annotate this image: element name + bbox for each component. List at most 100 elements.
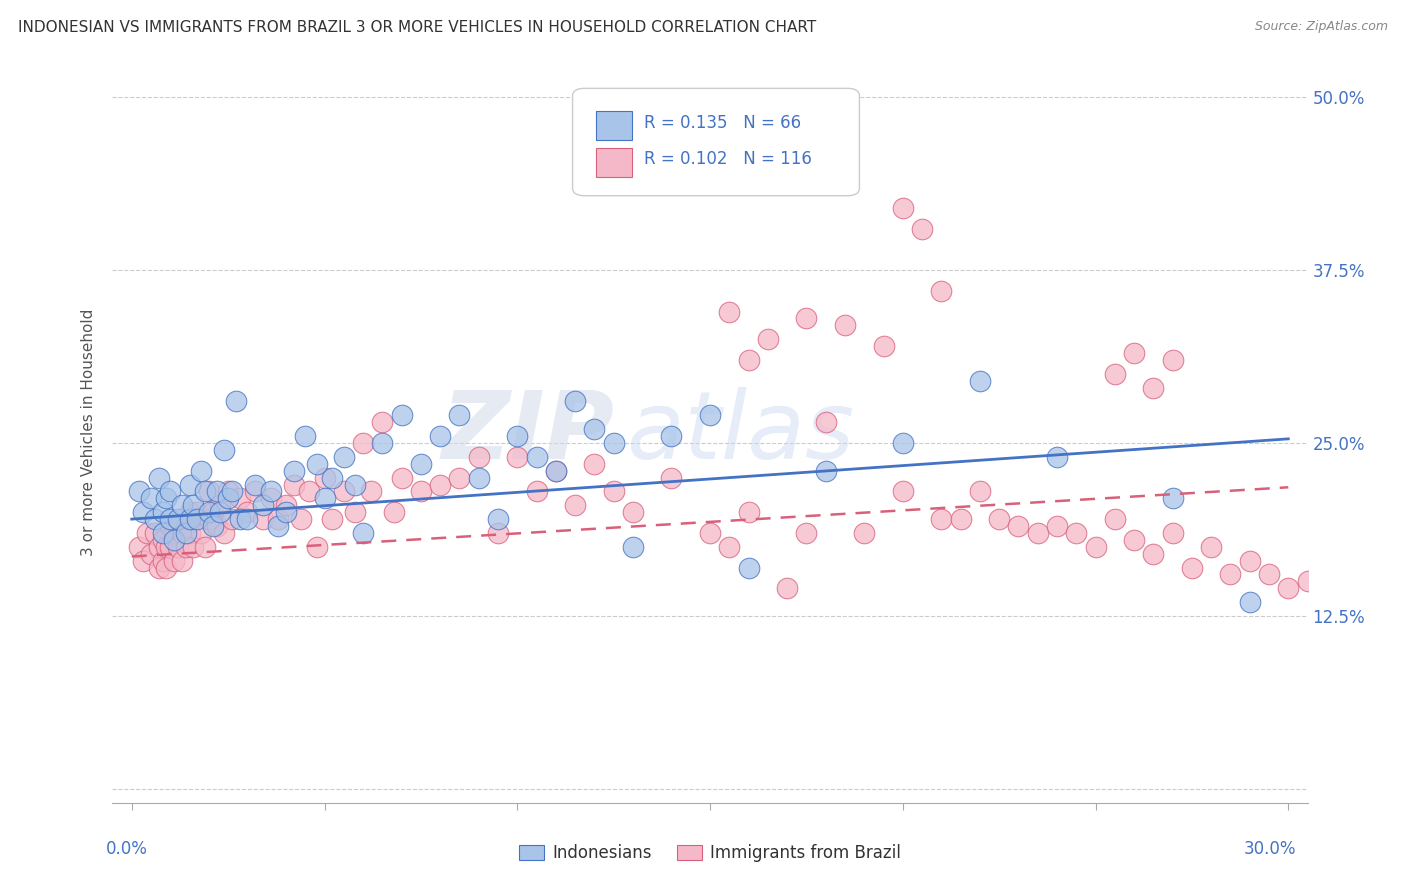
Point bbox=[228, 512, 250, 526]
Point bbox=[283, 464, 305, 478]
Point bbox=[834, 318, 856, 333]
Point bbox=[1123, 533, 1146, 547]
Point bbox=[796, 525, 818, 540]
Point bbox=[988, 512, 1011, 526]
Point bbox=[155, 540, 177, 554]
Point bbox=[911, 221, 934, 235]
Point bbox=[205, 519, 228, 533]
Point bbox=[252, 512, 274, 526]
Point bbox=[321, 512, 343, 526]
Point bbox=[201, 519, 224, 533]
Point bbox=[429, 429, 451, 443]
Point bbox=[391, 409, 413, 423]
Point bbox=[159, 519, 181, 533]
Point bbox=[274, 498, 297, 512]
Point bbox=[1084, 540, 1107, 554]
Point bbox=[221, 484, 243, 499]
Point bbox=[1046, 519, 1069, 533]
Point bbox=[179, 477, 201, 491]
Point bbox=[969, 484, 991, 499]
Point bbox=[737, 505, 759, 519]
Point bbox=[583, 422, 606, 436]
Point bbox=[198, 505, 221, 519]
Point bbox=[718, 304, 741, 318]
Point bbox=[737, 353, 759, 368]
Point bbox=[170, 525, 193, 540]
Text: R = 0.135   N = 66: R = 0.135 N = 66 bbox=[644, 114, 801, 132]
Point bbox=[931, 512, 953, 526]
Point bbox=[314, 491, 336, 506]
Point bbox=[661, 429, 683, 443]
Point bbox=[506, 429, 529, 443]
Point bbox=[776, 582, 799, 596]
Point bbox=[583, 457, 606, 471]
Point bbox=[167, 540, 190, 554]
Point bbox=[409, 484, 432, 499]
Point bbox=[544, 464, 567, 478]
Point bbox=[139, 491, 162, 506]
Point bbox=[321, 470, 343, 484]
Point bbox=[737, 560, 759, 574]
Point bbox=[155, 560, 177, 574]
Point bbox=[143, 525, 166, 540]
Text: Source: ZipAtlas.com: Source: ZipAtlas.com bbox=[1254, 20, 1388, 33]
Point bbox=[152, 533, 174, 547]
FancyBboxPatch shape bbox=[596, 147, 633, 178]
Point bbox=[163, 525, 186, 540]
Point bbox=[467, 450, 489, 464]
Point bbox=[139, 547, 162, 561]
Point bbox=[352, 436, 374, 450]
Point bbox=[872, 339, 894, 353]
Point bbox=[290, 512, 312, 526]
Point bbox=[152, 525, 174, 540]
Point bbox=[214, 442, 236, 457]
Point bbox=[602, 484, 624, 499]
Point bbox=[155, 491, 177, 506]
Point bbox=[949, 512, 972, 526]
Point bbox=[148, 540, 170, 554]
Point bbox=[259, 484, 281, 499]
Point bbox=[718, 540, 741, 554]
Point bbox=[1316, 582, 1339, 596]
Point bbox=[429, 477, 451, 491]
Point bbox=[228, 491, 250, 506]
Point bbox=[360, 484, 382, 499]
Point bbox=[159, 512, 181, 526]
Point bbox=[382, 505, 405, 519]
Point bbox=[853, 525, 876, 540]
Point bbox=[1161, 353, 1184, 368]
Point bbox=[294, 429, 316, 443]
Point bbox=[931, 284, 953, 298]
Point bbox=[128, 484, 150, 499]
Point bbox=[891, 201, 914, 215]
Point bbox=[167, 519, 190, 533]
Point bbox=[1161, 525, 1184, 540]
Point bbox=[217, 491, 239, 506]
Point bbox=[814, 464, 837, 478]
Point bbox=[526, 484, 548, 499]
Point bbox=[467, 470, 489, 484]
Text: 30.0%: 30.0% bbox=[1244, 840, 1296, 858]
Point bbox=[305, 540, 328, 554]
Point bbox=[174, 519, 197, 533]
Point bbox=[190, 525, 212, 540]
Point bbox=[1142, 381, 1164, 395]
Point bbox=[170, 498, 193, 512]
Point bbox=[194, 484, 217, 499]
Point bbox=[371, 436, 394, 450]
Point bbox=[159, 540, 181, 554]
FancyBboxPatch shape bbox=[596, 111, 633, 140]
Point bbox=[1296, 574, 1319, 589]
Point bbox=[486, 512, 509, 526]
Point bbox=[221, 512, 243, 526]
Text: 0.0%: 0.0% bbox=[105, 840, 148, 858]
Point bbox=[267, 512, 290, 526]
Point bbox=[148, 560, 170, 574]
Point bbox=[148, 470, 170, 484]
Point bbox=[136, 525, 159, 540]
Point bbox=[190, 464, 212, 478]
Point bbox=[243, 484, 266, 499]
Point bbox=[132, 554, 155, 568]
Point bbox=[391, 470, 413, 484]
Point bbox=[283, 477, 305, 491]
